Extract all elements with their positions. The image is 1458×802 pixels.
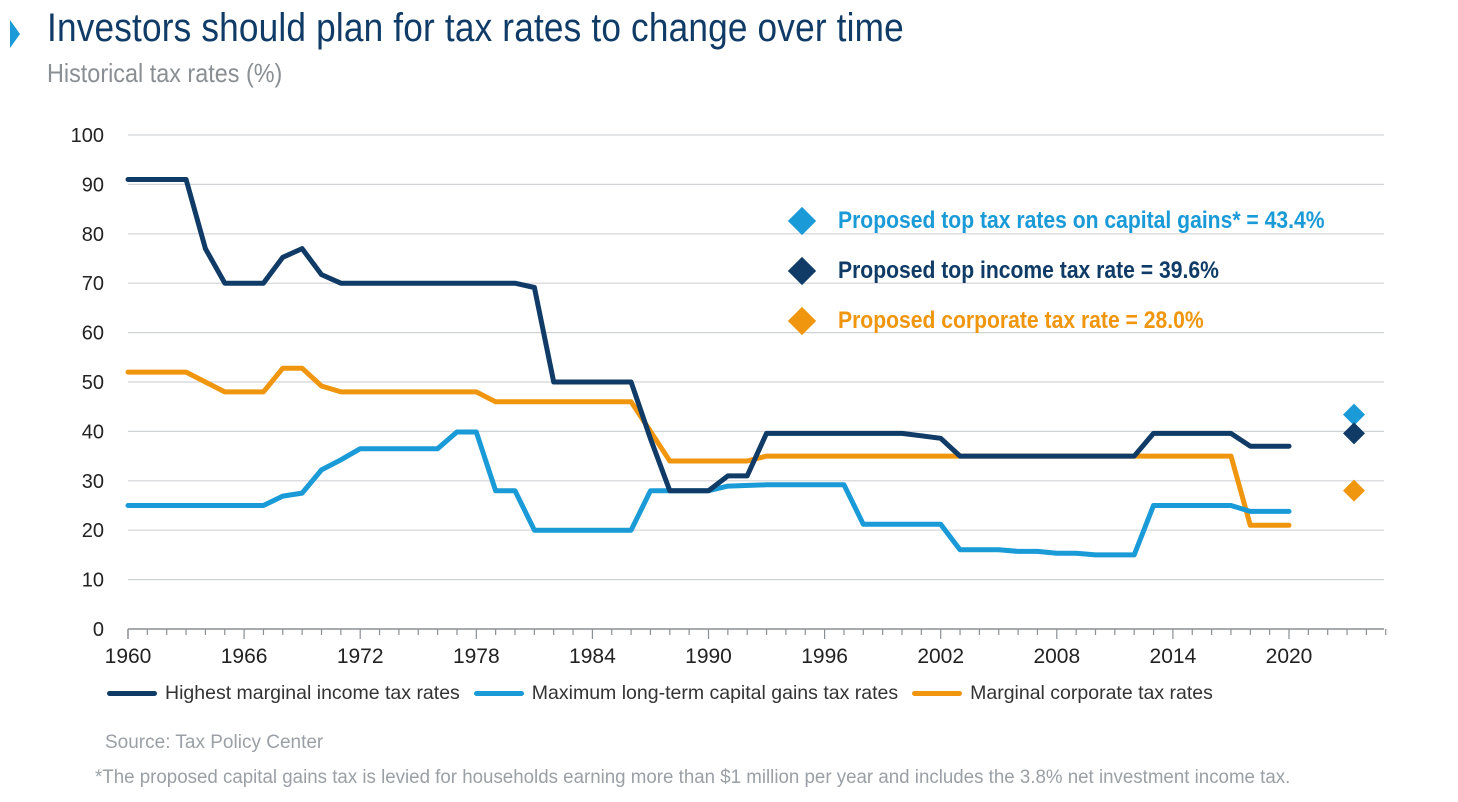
legend-swatch — [912, 690, 963, 696]
y-tick-label: 70 — [82, 273, 104, 295]
legend-swatch — [107, 690, 157, 696]
callout-income-tax: Proposed top income tax rate = 39.6% — [786, 246, 1391, 296]
x-tick-label: 1972 — [337, 645, 384, 668]
x-tick-label: 1996 — [801, 645, 848, 668]
proposed-rates-callouts: Proposed top tax rates on capital gains*… — [786, 196, 1391, 346]
source-note: Source: Tax Policy Center — [105, 732, 324, 753]
chart-subtitle: Historical tax rates (%) — [47, 58, 283, 88]
diamond-icon — [787, 206, 817, 236]
x-tick-label: 1960 — [105, 645, 152, 668]
diamond-icon — [787, 306, 817, 336]
y-tick-label: 40 — [82, 421, 104, 443]
diamond-icon — [787, 256, 817, 286]
x-tick-label: 2002 — [917, 645, 964, 668]
y-tick-label: 80 — [82, 224, 104, 246]
x-tick-label: 1990 — [685, 645, 732, 668]
x-tick-label: 2020 — [1266, 645, 1313, 668]
legend-label: Marginal corporate tax rates — [970, 681, 1213, 704]
y-tick-label: 30 — [82, 471, 104, 493]
callout-capital-gains-text: Proposed top tax rates on capital gains*… — [838, 207, 1325, 234]
callout-corporate-tax: Proposed corporate tax rate = 28.0% — [786, 296, 1391, 346]
y-tick-label: 100 — [71, 125, 104, 147]
proposed-point-2 — [1343, 479, 1365, 502]
y-tick-label: 0 — [93, 619, 104, 641]
series-line-2 — [125, 365, 1292, 528]
legend-item-capital-gains: Maximum long-term capital gains tax rate… — [473, 681, 899, 705]
footnote: *The proposed capital gains tax is levie… — [95, 767, 1291, 788]
x-tick-label: 2008 — [1033, 645, 1080, 668]
y-tick-label: 50 — [82, 372, 104, 394]
legend-item-income: Highest marginal income tax rates — [107, 682, 460, 705]
x-tick-label: 1984 — [569, 645, 616, 668]
proposed-point-1 — [1343, 422, 1365, 445]
x-tick-label: 2014 — [1150, 645, 1197, 668]
y-tick-label: 90 — [82, 174, 104, 196]
x-tick-label: 1978 — [453, 645, 500, 668]
legend-item-corporate: Marginal corporate tax rates — [912, 682, 1213, 705]
legend-swatch — [473, 690, 524, 696]
legend-label: Maximum long-term capital gains tax rate… — [531, 681, 899, 704]
y-tick-label: 60 — [82, 323, 104, 345]
chart-legend: Highest marginal income tax rates Maximu… — [107, 681, 1227, 705]
proposed-point-0 — [1343, 403, 1365, 426]
title-marker-icon — [10, 20, 20, 48]
y-tick-label: 10 — [82, 570, 104, 592]
y-tick-label: 20 — [82, 520, 104, 542]
x-tick-label: 1966 — [221, 645, 268, 668]
callout-corporate-tax-text: Proposed corporate tax rate = 28.0% — [838, 307, 1204, 334]
legend-label: Highest marginal income tax rates — [165, 681, 460, 704]
callout-capital-gains: Proposed top tax rates on capital gains*… — [786, 196, 1391, 246]
series-line-0 — [125, 177, 1292, 494]
series-line-1 — [125, 429, 1292, 558]
callout-income-tax-text: Proposed top income tax rate = 39.6% — [838, 257, 1219, 284]
page-title: Investors should plan for tax rates to c… — [47, 6, 904, 50]
